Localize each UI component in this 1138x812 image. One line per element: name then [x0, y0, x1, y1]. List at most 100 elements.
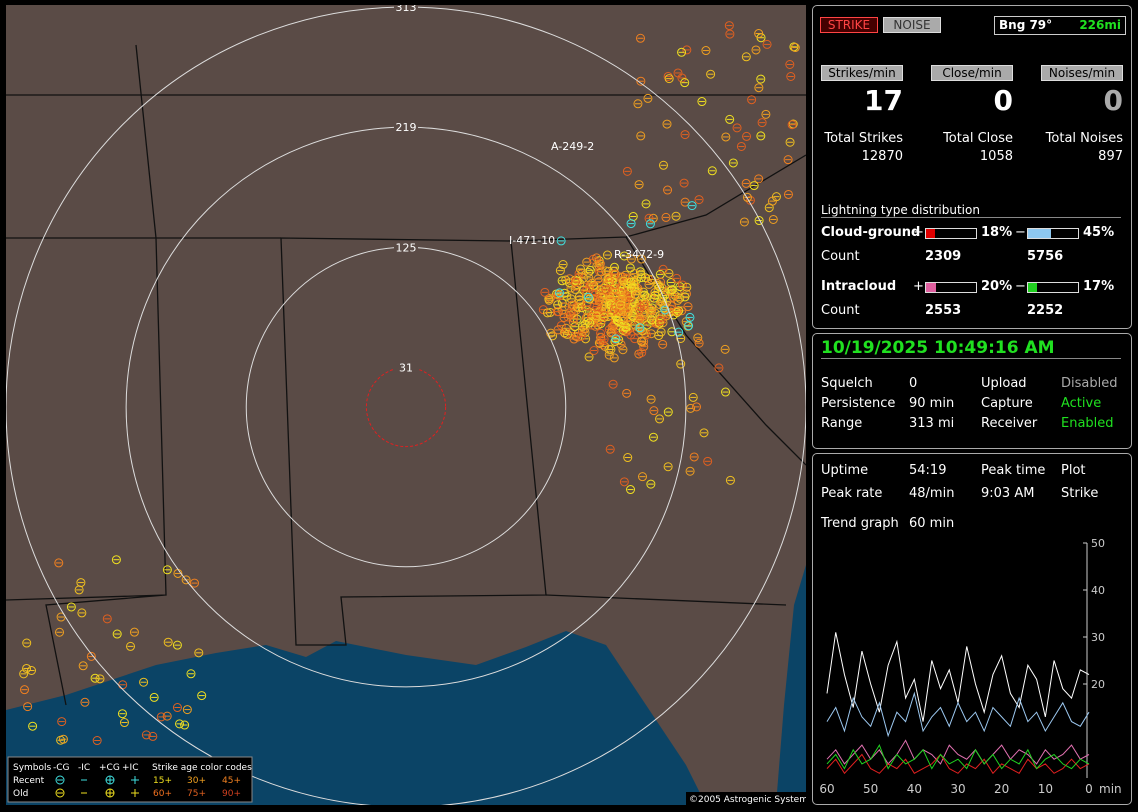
strike-symbol	[141, 730, 151, 740]
strike-symbol	[616, 339, 626, 349]
strike-symbol	[561, 323, 571, 333]
strike-symbol	[747, 95, 757, 105]
strike-symbol	[623, 453, 633, 463]
strike-symbol	[95, 674, 105, 684]
strike-symbol	[672, 273, 682, 283]
legend: Symbols -CG -IC +CG +IC Strike age color…	[7, 756, 253, 803]
strike-symbol	[725, 29, 735, 39]
x-tick-label: 50	[863, 782, 878, 796]
strike-symbol	[644, 279, 654, 289]
strike-symbol	[725, 475, 735, 485]
strike-symbol	[601, 285, 611, 295]
strike-symbol	[692, 402, 702, 412]
strike-symbol	[655, 414, 665, 424]
strike-symbol	[732, 123, 742, 133]
strike-symbol	[742, 192, 752, 202]
strike-symbol	[163, 637, 173, 647]
strike-symbol	[656, 316, 666, 326]
strike-symbol	[637, 348, 647, 358]
strike-symbol	[762, 39, 772, 49]
strike-symbol	[656, 327, 666, 337]
bar-fill	[1028, 229, 1051, 238]
strike-symbol	[546, 328, 556, 338]
strike-symbol	[663, 71, 673, 81]
rate-button[interactable]: Strikes/min	[821, 65, 903, 81]
total-label: Total Strikes	[824, 131, 903, 146]
strike-symbol	[112, 629, 122, 639]
rate-value: 17	[864, 84, 903, 117]
strike-symbol	[634, 180, 644, 190]
setting: Disabled	[1061, 376, 1118, 391]
strike-symbol	[594, 277, 604, 287]
strike-symbol	[655, 282, 665, 292]
total-value: 897	[1098, 149, 1123, 164]
strike-symbol	[604, 350, 614, 360]
strike-symbol	[757, 118, 767, 128]
strike-symbol	[556, 320, 566, 330]
strike-button[interactable]: STRIKE	[820, 17, 878, 33]
strike-symbol	[653, 280, 663, 290]
strike-symbol	[647, 305, 657, 315]
strike-symbol	[55, 627, 65, 637]
sign: −	[1015, 225, 1026, 240]
strike-symbol	[675, 293, 685, 303]
copyright: ©2005 Astrogenic Systems	[689, 795, 806, 805]
x-tick-label: 60	[819, 782, 834, 796]
percent: 45%	[1083, 225, 1115, 240]
strike-symbol	[606, 328, 616, 338]
strike-symbol	[189, 578, 199, 588]
strike-symbol	[703, 456, 713, 466]
strike-symbol	[725, 114, 735, 124]
bar-frame	[1027, 282, 1079, 293]
ring-label-bg	[394, 241, 418, 253]
strike-symbol	[693, 333, 703, 343]
strike-symbol	[594, 296, 604, 306]
percent: 17%	[1083, 279, 1115, 294]
strike-symbol	[687, 201, 697, 211]
strike-symbol	[568, 317, 578, 327]
status-panel: 10/19/2025 10:49:16 AM Squelch 0 Upload Dis…	[812, 333, 1132, 449]
strike-symbol	[119, 718, 129, 728]
trend-panel: Uptime 54:19 Peak time Plot Peak rate 48/min 9…	[812, 453, 1132, 805]
strike-symbol	[635, 302, 645, 312]
strike-symbol	[589, 345, 599, 355]
strike-symbol	[92, 736, 102, 746]
strike-symbol	[585, 282, 595, 292]
ring-label-bg	[394, 121, 418, 133]
strike-symbol	[617, 293, 627, 303]
strike-symbol	[558, 260, 568, 270]
strike-symbol	[647, 315, 657, 325]
rate-button[interactable]: Noises/min	[1041, 65, 1123, 81]
bar-fill	[926, 229, 935, 238]
strike-symbol	[714, 363, 724, 373]
strike-symbol	[619, 292, 629, 302]
strike-symbol	[677, 47, 687, 57]
strike-symbol	[680, 197, 690, 207]
dist-label: Cloud-ground	[821, 225, 921, 240]
strike-symbol	[180, 720, 190, 730]
strike-symbol	[788, 119, 798, 129]
strike-symbol	[197, 691, 207, 701]
strike-symbol	[619, 477, 629, 487]
strike-symbol	[646, 479, 656, 489]
clock: 10/19/2025 10:49:16 AM	[821, 338, 1121, 359]
trend-graph: 20 30 40 50 60 50 40 30 20 10 0 min	[819, 537, 1121, 796]
total-value: 12870	[861, 149, 903, 164]
noise-button[interactable]: NOISE	[883, 17, 941, 33]
strike-symbol	[542, 308, 552, 318]
strike-symbol	[636, 131, 646, 141]
rate-button[interactable]: Close/min	[931, 65, 1013, 81]
strike-symbol	[736, 141, 746, 151]
strike-symbol	[556, 236, 566, 246]
sign: +	[913, 279, 924, 294]
total-label: Total Noises	[1045, 131, 1123, 146]
strike-symbol	[156, 712, 166, 722]
age-code: 15+	[153, 776, 172, 786]
strike-symbol	[615, 300, 625, 310]
strike-symbol	[182, 705, 192, 715]
strike-symbol	[126, 641, 136, 651]
bar-frame	[925, 282, 977, 293]
strike-symbol	[783, 189, 793, 199]
count: 5756	[1027, 249, 1064, 264]
